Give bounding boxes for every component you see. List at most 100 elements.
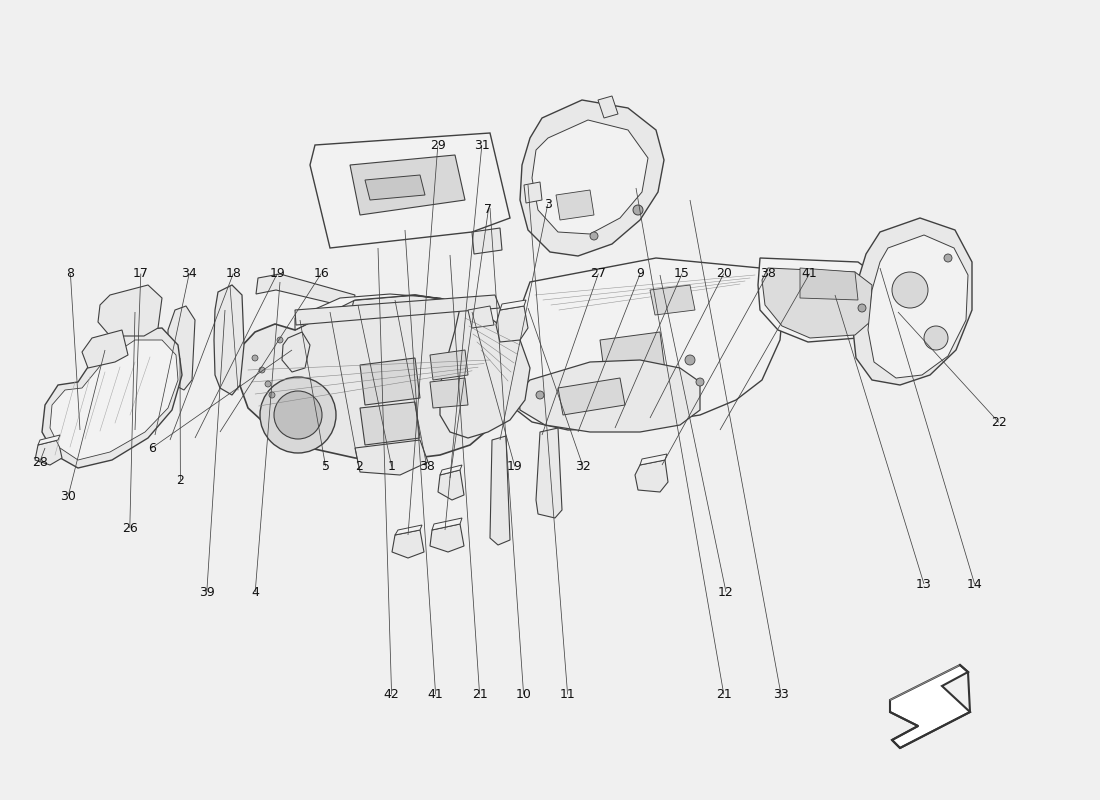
Circle shape <box>590 232 598 240</box>
Text: 7: 7 <box>484 203 493 216</box>
Text: 3: 3 <box>543 198 552 210</box>
Polygon shape <box>214 285 244 395</box>
Circle shape <box>632 205 644 215</box>
Polygon shape <box>524 182 542 203</box>
Polygon shape <box>295 294 488 330</box>
Text: 33: 33 <box>773 688 789 701</box>
Polygon shape <box>758 258 880 342</box>
Polygon shape <box>360 402 420 445</box>
Polygon shape <box>556 190 594 220</box>
Polygon shape <box>440 302 530 438</box>
Polygon shape <box>392 530 424 558</box>
Polygon shape <box>518 360 700 432</box>
Text: 16: 16 <box>314 267 329 280</box>
Circle shape <box>277 337 283 343</box>
Text: 32: 32 <box>575 460 591 473</box>
Polygon shape <box>496 306 528 342</box>
Text: 28: 28 <box>32 456 47 469</box>
Circle shape <box>270 392 275 398</box>
Text: 6: 6 <box>147 442 156 454</box>
Circle shape <box>252 355 258 361</box>
Circle shape <box>944 254 952 262</box>
Polygon shape <box>350 155 465 215</box>
Text: 22: 22 <box>991 416 1006 429</box>
Circle shape <box>536 391 544 399</box>
Polygon shape <box>282 332 310 372</box>
Polygon shape <box>438 470 464 500</box>
Polygon shape <box>640 454 667 465</box>
Polygon shape <box>506 258 784 430</box>
Text: 13: 13 <box>916 578 932 590</box>
Polygon shape <box>472 228 502 254</box>
Text: 14: 14 <box>967 578 982 590</box>
Circle shape <box>924 326 948 350</box>
Polygon shape <box>430 524 464 552</box>
Text: 9: 9 <box>636 267 645 280</box>
Polygon shape <box>890 665 970 748</box>
Polygon shape <box>50 340 178 460</box>
Polygon shape <box>650 285 695 315</box>
Polygon shape <box>355 440 428 475</box>
Polygon shape <box>98 285 162 336</box>
Text: 2: 2 <box>176 474 185 486</box>
Circle shape <box>858 304 866 312</box>
Polygon shape <box>360 358 420 405</box>
Polygon shape <box>395 525 422 535</box>
Polygon shape <box>852 218 972 385</box>
Text: 38: 38 <box>419 460 435 473</box>
Circle shape <box>265 381 271 387</box>
Text: 39: 39 <box>199 586 214 598</box>
Text: 30: 30 <box>60 490 76 502</box>
Polygon shape <box>440 465 462 475</box>
Text: 17: 17 <box>133 267 148 280</box>
Polygon shape <box>256 274 355 308</box>
Text: 34: 34 <box>182 267 197 280</box>
Polygon shape <box>600 332 666 378</box>
Polygon shape <box>598 96 618 118</box>
Polygon shape <box>800 268 858 300</box>
Circle shape <box>260 377 336 453</box>
Text: 41: 41 <box>428 688 443 701</box>
Text: 8: 8 <box>66 267 75 280</box>
Text: 26: 26 <box>122 522 138 534</box>
Text: 21: 21 <box>472 688 487 701</box>
Polygon shape <box>42 328 182 468</box>
Text: 4: 4 <box>251 586 260 598</box>
Circle shape <box>258 367 265 373</box>
Text: 10: 10 <box>516 688 531 701</box>
Text: 29: 29 <box>430 139 446 152</box>
Text: 19: 19 <box>270 267 285 280</box>
Polygon shape <box>536 428 562 518</box>
Text: 15: 15 <box>674 267 690 280</box>
Text: 11: 11 <box>560 688 575 701</box>
Text: 21: 21 <box>716 688 732 701</box>
Text: 19: 19 <box>507 460 522 473</box>
Text: 1: 1 <box>387 460 396 473</box>
Polygon shape <box>762 268 872 338</box>
Polygon shape <box>238 295 500 460</box>
Polygon shape <box>295 295 500 325</box>
Polygon shape <box>635 460 668 492</box>
Circle shape <box>685 355 695 365</box>
Polygon shape <box>520 100 664 256</box>
Polygon shape <box>558 378 625 415</box>
Text: 42: 42 <box>384 688 399 701</box>
Polygon shape <box>430 378 468 408</box>
Text: 5: 5 <box>321 460 330 473</box>
Polygon shape <box>168 306 195 390</box>
Text: 12: 12 <box>718 586 734 598</box>
Polygon shape <box>82 330 128 368</box>
Text: 38: 38 <box>760 267 775 280</box>
Polygon shape <box>868 235 968 378</box>
Polygon shape <box>310 133 510 248</box>
Text: 27: 27 <box>591 267 606 280</box>
Text: 2: 2 <box>354 460 363 473</box>
Polygon shape <box>430 350 468 380</box>
Polygon shape <box>432 518 462 530</box>
Text: 31: 31 <box>474 139 490 152</box>
Polygon shape <box>532 120 648 234</box>
Circle shape <box>274 391 322 439</box>
Circle shape <box>892 272 928 308</box>
Text: 20: 20 <box>716 267 732 280</box>
Polygon shape <box>365 175 425 200</box>
